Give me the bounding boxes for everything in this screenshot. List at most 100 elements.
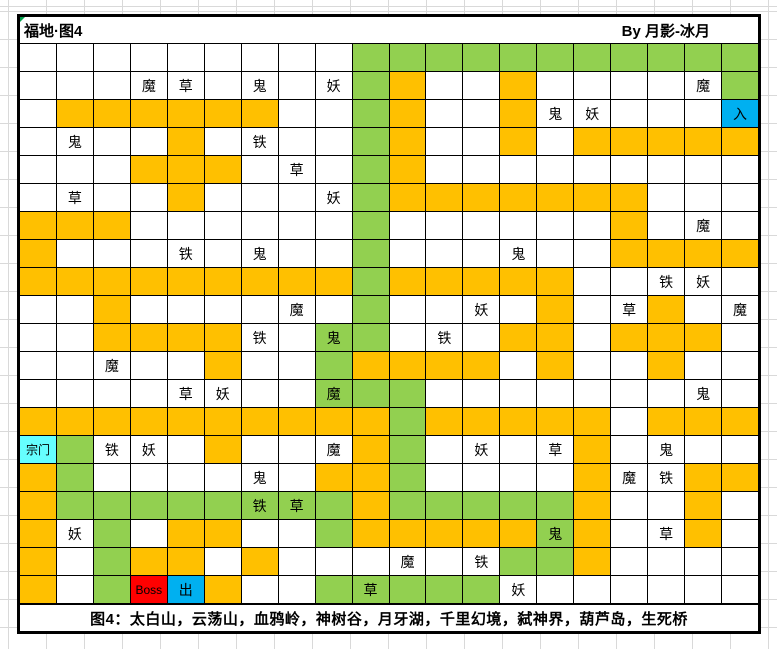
cell-r12c0[interactable] xyxy=(20,380,56,407)
cell-r0c2[interactable] xyxy=(93,44,130,71)
cell-r2c10[interactable] xyxy=(389,100,426,127)
cell-r16c14[interactable] xyxy=(537,492,574,519)
cell-r2c6[interactable] xyxy=(241,100,278,127)
cell-r2c2[interactable] xyxy=(93,100,130,127)
cell-r12c17[interactable] xyxy=(648,380,685,407)
cell-r4c16[interactable] xyxy=(611,156,648,183)
cell-r1c17[interactable] xyxy=(648,72,685,99)
cell-r12c9[interactable] xyxy=(352,380,389,407)
cell-r13c18[interactable] xyxy=(685,408,722,435)
cell-r4c8[interactable] xyxy=(315,156,352,183)
cell-r8c3[interactable] xyxy=(130,268,167,295)
cell-r9c5[interactable] xyxy=(204,296,241,323)
cell-r2c12[interactable] xyxy=(463,100,500,127)
cell-r4c2[interactable] xyxy=(93,156,130,183)
cell-r16c13[interactable] xyxy=(500,492,537,519)
cell-r15c8[interactable] xyxy=(315,464,352,491)
iron-marker-cell[interactable]: 铁 xyxy=(648,464,685,491)
cell-r16c10[interactable] xyxy=(389,492,426,519)
cell-r18c13[interactable] xyxy=(500,548,537,575)
cell-r1c11[interactable] xyxy=(426,72,463,99)
cell-r6c4[interactable] xyxy=(167,212,204,239)
cell-r17c5[interactable] xyxy=(204,520,241,547)
demon-marker-cell[interactable]: 魔 xyxy=(722,296,758,323)
cell-r18c9[interactable] xyxy=(352,548,389,575)
cell-r14c6[interactable] xyxy=(241,436,278,463)
cell-r5c5[interactable] xyxy=(204,184,241,211)
cell-r15c3[interactable] xyxy=(130,464,167,491)
cell-r17c9[interactable] xyxy=(352,520,389,547)
cell-r14c10[interactable] xyxy=(389,436,426,463)
cell-r16c1[interactable] xyxy=(56,492,93,519)
cell-r13c12[interactable] xyxy=(463,408,500,435)
grass-marker-cell[interactable]: 草 xyxy=(167,72,204,99)
cell-r15c18[interactable] xyxy=(685,464,722,491)
iron-marker-cell[interactable]: 铁 xyxy=(93,436,130,463)
cell-r0c12[interactable] xyxy=(463,44,500,71)
cell-r4c4[interactable] xyxy=(167,156,204,183)
cell-r6c12[interactable] xyxy=(463,212,500,239)
cell-r6c11[interactable] xyxy=(426,212,463,239)
yao-marker-cell[interactable]: 妖 xyxy=(315,72,352,99)
cell-r9c10[interactable] xyxy=(389,296,426,323)
cell-r15c1[interactable] xyxy=(56,464,93,491)
cell-r18c0[interactable] xyxy=(20,548,56,575)
cell-r6c19[interactable] xyxy=(722,212,758,239)
cell-r17c7[interactable] xyxy=(278,520,315,547)
cell-r5c4[interactable] xyxy=(167,184,204,211)
cell-r11c11[interactable] xyxy=(426,352,463,379)
cell-r1c16[interactable] xyxy=(611,72,648,99)
cell-r6c2[interactable] xyxy=(93,212,130,239)
cell-r17c6[interactable] xyxy=(241,520,278,547)
yao-marker-cell[interactable]: 妖 xyxy=(500,576,537,603)
demon-marker-cell[interactable]: 魔 xyxy=(685,212,722,239)
cell-r9c8[interactable] xyxy=(315,296,352,323)
cell-r10c19[interactable] xyxy=(722,324,758,351)
cell-r5c7[interactable] xyxy=(278,184,315,211)
grass-marker-cell[interactable]: 草 xyxy=(648,520,685,547)
cell-r0c0[interactable] xyxy=(20,44,56,71)
cell-r7c17[interactable] xyxy=(648,240,685,267)
cell-r11c12[interactable] xyxy=(463,352,500,379)
cell-r3c0[interactable] xyxy=(20,128,56,155)
cell-r10c4[interactable] xyxy=(167,324,204,351)
cell-r8c6[interactable] xyxy=(241,268,278,295)
cell-r8c2[interactable] xyxy=(93,268,130,295)
cell-r0c5[interactable] xyxy=(204,44,241,71)
cell-r5c12[interactable] xyxy=(463,184,500,211)
cell-r13c1[interactable] xyxy=(56,408,93,435)
cell-r10c14[interactable] xyxy=(537,324,574,351)
cell-r9c9[interactable] xyxy=(352,296,389,323)
cell-r8c14[interactable] xyxy=(537,268,574,295)
cell-r12c3[interactable] xyxy=(130,380,167,407)
cell-r9c4[interactable] xyxy=(167,296,204,323)
cell-r8c1[interactable] xyxy=(56,268,93,295)
cell-r8c5[interactable] xyxy=(204,268,241,295)
cell-r17c8[interactable] xyxy=(315,520,352,547)
cell-r11c5[interactable] xyxy=(204,352,241,379)
cell-r0c11[interactable] xyxy=(426,44,463,71)
cell-r8c12[interactable] xyxy=(463,268,500,295)
cell-r19c12[interactable] xyxy=(463,576,500,603)
cell-r10c17[interactable] xyxy=(648,324,685,351)
demon-marker-cell[interactable]: 魔 xyxy=(389,548,426,575)
cell-r2c16[interactable] xyxy=(611,100,648,127)
cell-r4c19[interactable] xyxy=(722,156,758,183)
cell-r16c11[interactable] xyxy=(426,492,463,519)
cell-r15c4[interactable] xyxy=(167,464,204,491)
cell-r12c11[interactable] xyxy=(426,380,463,407)
cell-r15c14[interactable] xyxy=(537,464,574,491)
ghost-marker-cell[interactable]: 鬼 xyxy=(537,100,574,127)
yao-marker-cell[interactable]: 妖 xyxy=(56,520,93,547)
cell-r1c1[interactable] xyxy=(56,72,93,99)
cell-r9c2[interactable] xyxy=(93,296,130,323)
cell-r11c14[interactable] xyxy=(537,352,574,379)
cell-r12c13[interactable] xyxy=(500,380,537,407)
cell-r18c14[interactable] xyxy=(537,548,574,575)
cell-r1c13[interactable] xyxy=(500,72,537,99)
cell-r3c14[interactable] xyxy=(537,128,574,155)
cell-r2c3[interactable] xyxy=(130,100,167,127)
cell-r19c11[interactable] xyxy=(426,576,463,603)
cell-r13c14[interactable] xyxy=(537,408,574,435)
cell-r17c11[interactable] xyxy=(426,520,463,547)
